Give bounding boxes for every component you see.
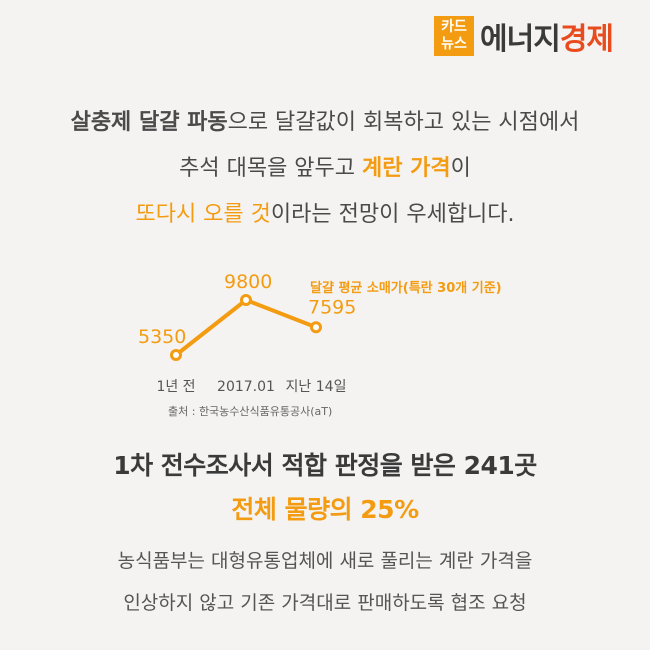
legend-entry: 달걀 평균 소매가(특란 30개 기준) xyxy=(310,280,502,296)
intro-line2-start: 추석 대목을 앞두고 xyxy=(179,156,363,181)
x-tick-labels: 1년 전 2017.01 지난 14일 xyxy=(156,379,346,395)
chart-source: 출처 : 한국농수산식품유통공사(aT) xyxy=(168,405,332,418)
x-tick-label: 2017.01 xyxy=(217,379,275,395)
badge-line1: 카드 xyxy=(441,19,467,35)
brand-accent: 경제 xyxy=(559,22,614,57)
intro-text: 살충제 달걀 파동으로 달걀값이 회복하고 있는 시점에서 추석 대목을 앞두고… xyxy=(0,100,650,238)
data-labels: 5350 9800 7595 xyxy=(138,271,356,348)
card-news-badge: 카드 뉴스 xyxy=(434,16,474,56)
brand-name: 에너지경제 xyxy=(480,14,614,58)
data-point xyxy=(170,349,182,361)
intro-line2-highlight: 계란 가격 xyxy=(362,156,451,181)
subheadline: 전체 물량의 25% xyxy=(231,495,419,524)
data-label: 7595 xyxy=(308,296,356,318)
x-tick-label: 지난 14일 xyxy=(286,379,347,395)
data-label: 9800 xyxy=(224,271,272,293)
intro-line3: 또다시 오를 것이라는 전망이 우세합니다. xyxy=(0,192,650,238)
data-point xyxy=(310,321,322,334)
intro-line3-highlight: 또다시 오를 것 xyxy=(135,202,271,227)
intro-line1: 살충제 달걀 파동으로 달걀값이 회복하고 있는 시점에서 xyxy=(0,100,650,146)
intro-line1-bold: 살충제 달걀 파동 xyxy=(70,110,228,135)
data-point xyxy=(240,294,252,306)
intro-line3-rest: 이라는 전망이 우세합니다. xyxy=(270,202,515,227)
x-tick-label: 1년 전 xyxy=(156,379,195,395)
body-text: 농식품부는 대형유통업체에 새로 풀리는 계란 가격을 인상하지 않고 기존 가… xyxy=(0,540,650,624)
body-line2: 인상하지 않고 기존 가격대로 판매하도록 협조 요청 xyxy=(123,592,527,614)
badge-line2: 뉴스 xyxy=(441,36,467,52)
headline: 1차 전수조사서 적합 판정을 받은 241곳 xyxy=(113,451,537,480)
price-line-chart: 5350 9800 7595 1년 전 2017.01 지난 14일 달걀 평균 소매가… xyxy=(138,271,502,418)
intro-line2-end: 이 xyxy=(450,156,471,181)
body-line1: 농식품부는 대형유통업체에 새로 풀리는 계란 가격을 xyxy=(117,550,533,572)
intro-line1-rest: 으로 달걀값이 회복하고 있는 시점에서 xyxy=(227,110,580,135)
brand-logo: 카드 뉴스 에너지경제 xyxy=(434,14,614,58)
series-line xyxy=(174,298,317,357)
intro-line2: 추석 대목을 앞두고 계란 가격이 xyxy=(0,146,650,192)
data-label: 5350 xyxy=(138,326,186,348)
series-points xyxy=(170,294,322,361)
brand-main: 에너지 xyxy=(480,22,561,57)
